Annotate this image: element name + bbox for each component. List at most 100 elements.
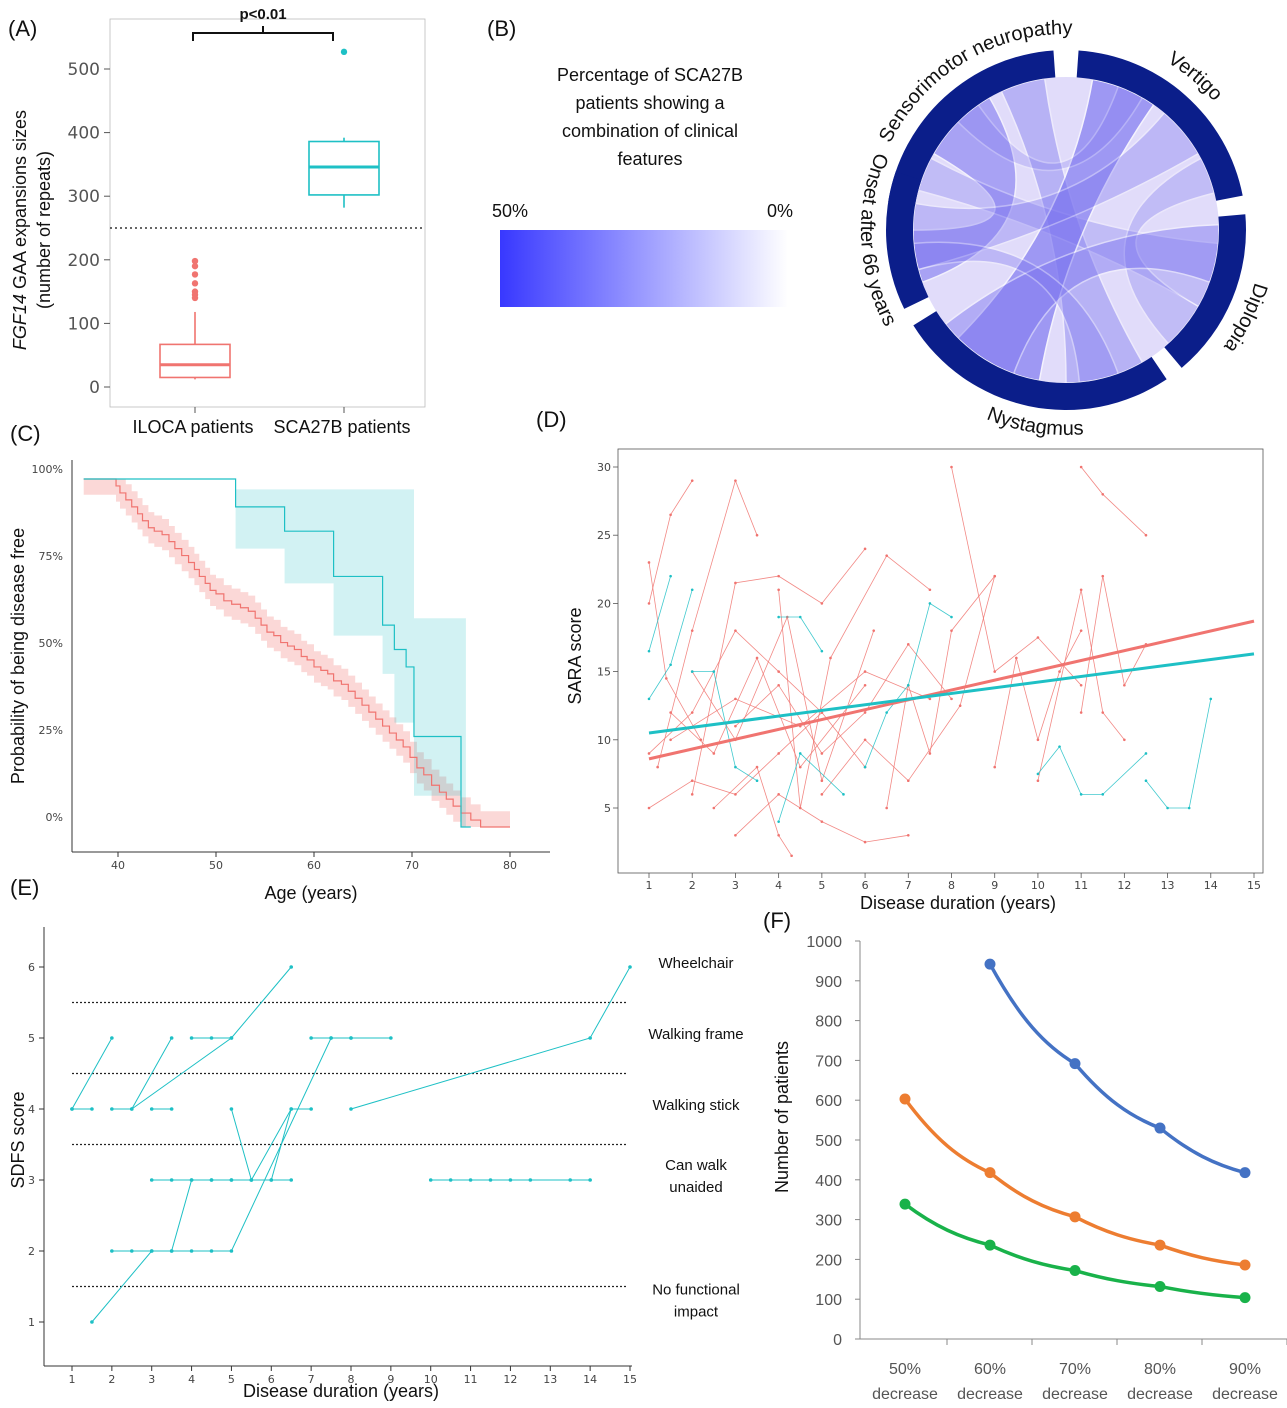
sdfs-point (428, 1178, 433, 1182)
sara-point (993, 765, 997, 769)
sara-point (1058, 745, 1061, 748)
sara-point (656, 765, 659, 769)
sdfs-point (329, 1036, 333, 1040)
patients-point (1239, 1259, 1251, 1271)
feature-arc (1076, 50, 1243, 201)
panel-d-ytick-label: 10 (597, 734, 611, 747)
sdfs-point (189, 1249, 194, 1253)
panel-e-ylabel: SDFS score (8, 1091, 28, 1188)
panel-c-ylabel: Probability of being disease free (8, 528, 28, 784)
panel-e-ytick-label: 6 (28, 961, 35, 974)
sdfs-point (229, 1249, 234, 1253)
panel-d-xtick-label: 8 (948, 879, 955, 892)
panel-d-xtick-label: 2 (689, 879, 696, 892)
patients-series-line (988, 963, 1246, 1175)
panel-e-xtick-label: 2 (108, 1373, 115, 1386)
sara-point (885, 711, 888, 714)
sara-point (1144, 752, 1148, 755)
panel-a-ytick-label: 200 (68, 251, 100, 271)
panel-f-category-label: 80% (1144, 1361, 1176, 1378)
sara-point (863, 765, 867, 769)
panel-d-xlabel: Disease duration (years) (860, 893, 1056, 913)
panel-a-boxplot: FGF14 GAA expansions sizes (number of re… (10, 6, 426, 437)
sdfs-point (149, 1107, 154, 1111)
sdfs-point (149, 1178, 154, 1182)
sara-point (647, 697, 651, 701)
sara-point (820, 649, 824, 653)
sara-point (690, 629, 694, 632)
chord-ribbon (1123, 157, 1216, 345)
sdfs-point (309, 1036, 313, 1040)
panel-f-ytick-label: 100 (815, 1292, 842, 1309)
feature-arc (1164, 214, 1246, 368)
panel-c-ytick-label: 75% (39, 550, 63, 563)
sara-point (734, 724, 737, 728)
panel-e-ytick-label: 5 (28, 1032, 35, 1045)
panel-d-xtick-label: 1 (646, 879, 653, 892)
chord-diagram: Sensorimotor neuropathyVertigoDiplopiaNy… (856, 17, 1271, 440)
feature-arc (913, 311, 1167, 410)
sara-trajectory (670, 671, 931, 741)
sara-point (690, 670, 694, 673)
sdfs-point (209, 1249, 214, 1253)
sara-point (777, 833, 780, 837)
panel-a-ylabel-line2: (number of repeats) (34, 151, 54, 309)
sara-point (734, 765, 737, 769)
sara-point (885, 806, 888, 810)
sara-point (928, 752, 932, 755)
sara-point (734, 479, 737, 482)
sara-point (1036, 772, 1040, 776)
panel-f-category-label: 50% (889, 1361, 921, 1378)
sara-point (820, 602, 824, 605)
feature-arc (886, 171, 929, 309)
panel-e-xtick-label: 4 (188, 1373, 195, 1386)
sdfs-point (169, 1249, 174, 1253)
panel-d-ytick-label: 5 (604, 802, 611, 815)
sara-point (993, 670, 997, 673)
panel-a-ytick-label: 500 (68, 60, 100, 80)
significance-bracket (192, 26, 334, 41)
panel-label-a: (A) (8, 16, 37, 41)
sdfs-point (448, 1178, 453, 1182)
panel-a-ytick-label: 100 (68, 314, 100, 334)
panel-d-xtick-label: 15 (1247, 879, 1261, 892)
sdfs-point (129, 1249, 134, 1253)
sdfs-point (229, 1178, 234, 1182)
sara-point (1079, 588, 1083, 592)
patients-point (1239, 1292, 1251, 1304)
box-iqr (159, 343, 231, 379)
panel-d-xtick-label: 13 (1161, 879, 1175, 892)
sdfs-category-label: Wheelchair (658, 955, 733, 972)
sara-point (755, 656, 759, 660)
sara-point (798, 615, 802, 619)
outlier-point (340, 48, 348, 56)
sdfs-point (169, 1107, 174, 1111)
panel-f-category-label: decrease (1212, 1386, 1278, 1403)
panel-d-xtick-label: 11 (1074, 879, 1088, 892)
sara-point (669, 574, 672, 578)
patients-point (1154, 1239, 1166, 1251)
panel-d-ytick-label: 20 (597, 597, 611, 610)
sara-point (872, 629, 876, 632)
sdfs-trajectory (151, 1108, 292, 1181)
panel-f-ytick-label: 700 (815, 1053, 842, 1070)
legend-min-label: 0% (767, 201, 793, 221)
sara-point (690, 793, 694, 796)
sara-point (798, 752, 802, 755)
sara-point (669, 663, 672, 667)
patients-point (984, 958, 996, 970)
sdfs-point (70, 1107, 74, 1111)
sdfs-point (269, 1178, 274, 1182)
sara-point (863, 683, 867, 687)
panel-e-xtick-label: 7 (308, 1373, 315, 1386)
panel-a-ytick-label: 0 (89, 378, 100, 398)
panel-a-ytick-label: 300 (68, 187, 100, 207)
sara-point (669, 738, 672, 742)
panel-a-ylabel-rest: GAA expansions sizes (10, 110, 30, 294)
sara-point (958, 704, 962, 707)
panel-d-ytick-label: 25 (597, 529, 611, 542)
legend-max-label: 50% (492, 201, 528, 221)
sdfs-point (189, 1036, 194, 1040)
sara-point (906, 833, 910, 837)
